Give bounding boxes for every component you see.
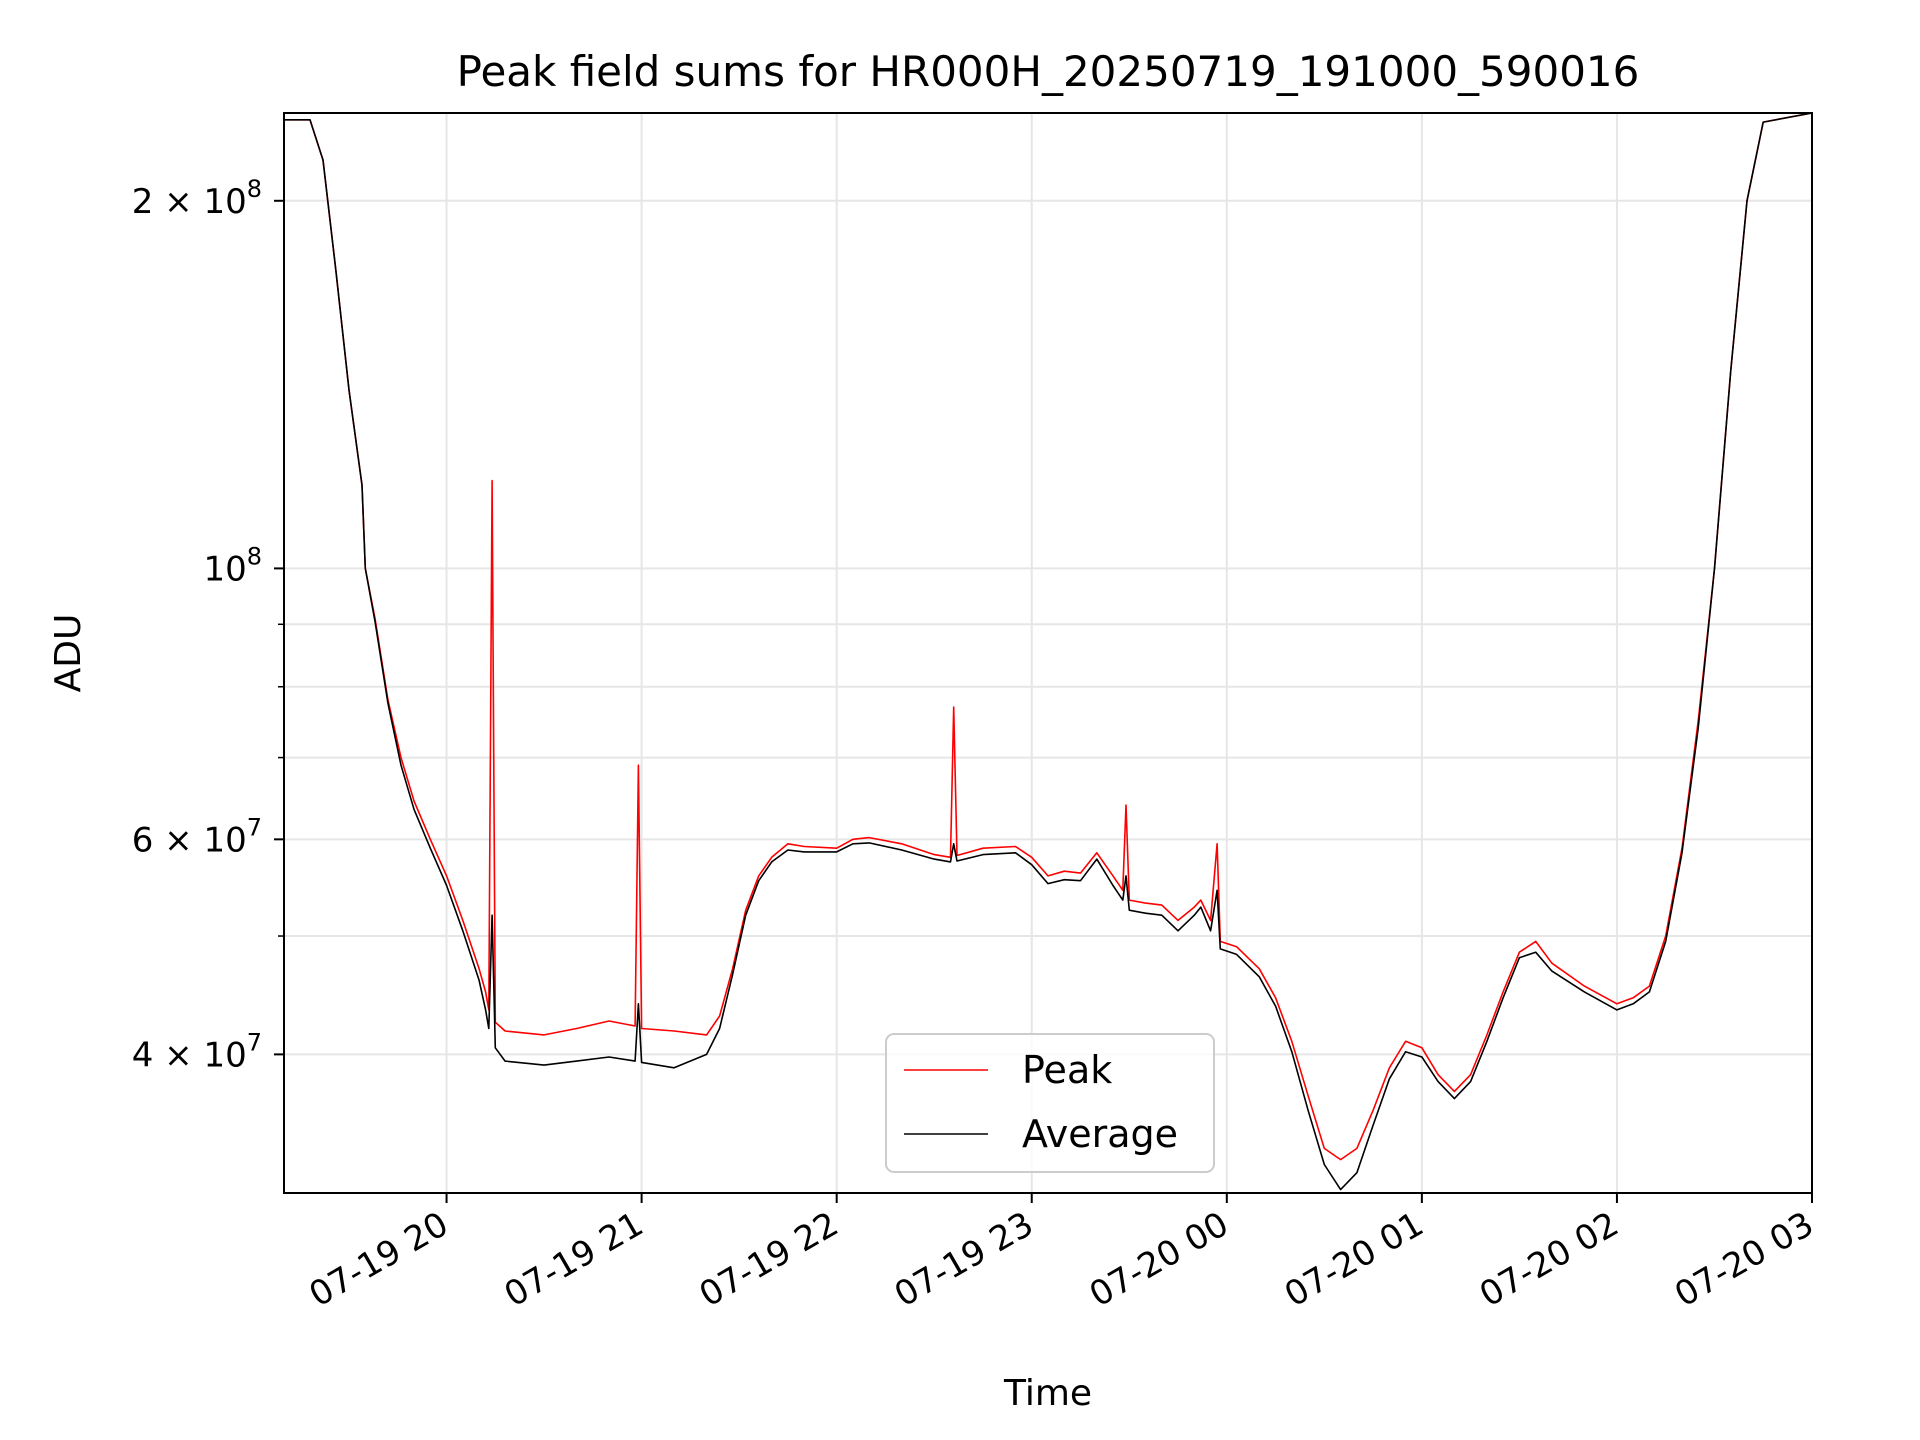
series-layer — [284, 112, 1813, 1191]
legend-label-average: Average — [1022, 1112, 1178, 1156]
plot-frame — [283, 112, 1813, 1194]
y-tick-mantissa: 10 — [203, 549, 246, 589]
y-tick-mantissa: 6 × 10 — [132, 820, 247, 860]
legend: Peak Average — [885, 1033, 1215, 1173]
y-tick-exponent: 7 — [247, 1028, 262, 1056]
y-tick-mantissa: 2 × 10 — [132, 182, 247, 222]
series-line-peak — [284, 112, 1813, 1161]
y-tick-label: 108 — [203, 542, 262, 589]
y-tick-exponent: 7 — [247, 813, 262, 841]
series-line-average — [284, 112, 1813, 1191]
y-tick-exponent: 8 — [247, 175, 262, 203]
x-axis-label: Time — [1003, 1373, 1092, 1414]
y-tick-label: 6 × 107 — [132, 813, 262, 860]
y-tick-exponent: 8 — [247, 542, 262, 570]
chart-title: Peak field sums for HR000H_20250719_1910… — [457, 47, 1640, 96]
y-tick-label: 4 × 107 — [132, 1028, 262, 1075]
y-tick-label: 2 × 108 — [132, 175, 262, 222]
legend-label-peak: Peak — [1022, 1048, 1112, 1092]
legend-box — [885, 1033, 1215, 1173]
y-tick-mantissa: 4 × 10 — [132, 1035, 247, 1075]
y-axis-label: ADU — [48, 614, 89, 693]
